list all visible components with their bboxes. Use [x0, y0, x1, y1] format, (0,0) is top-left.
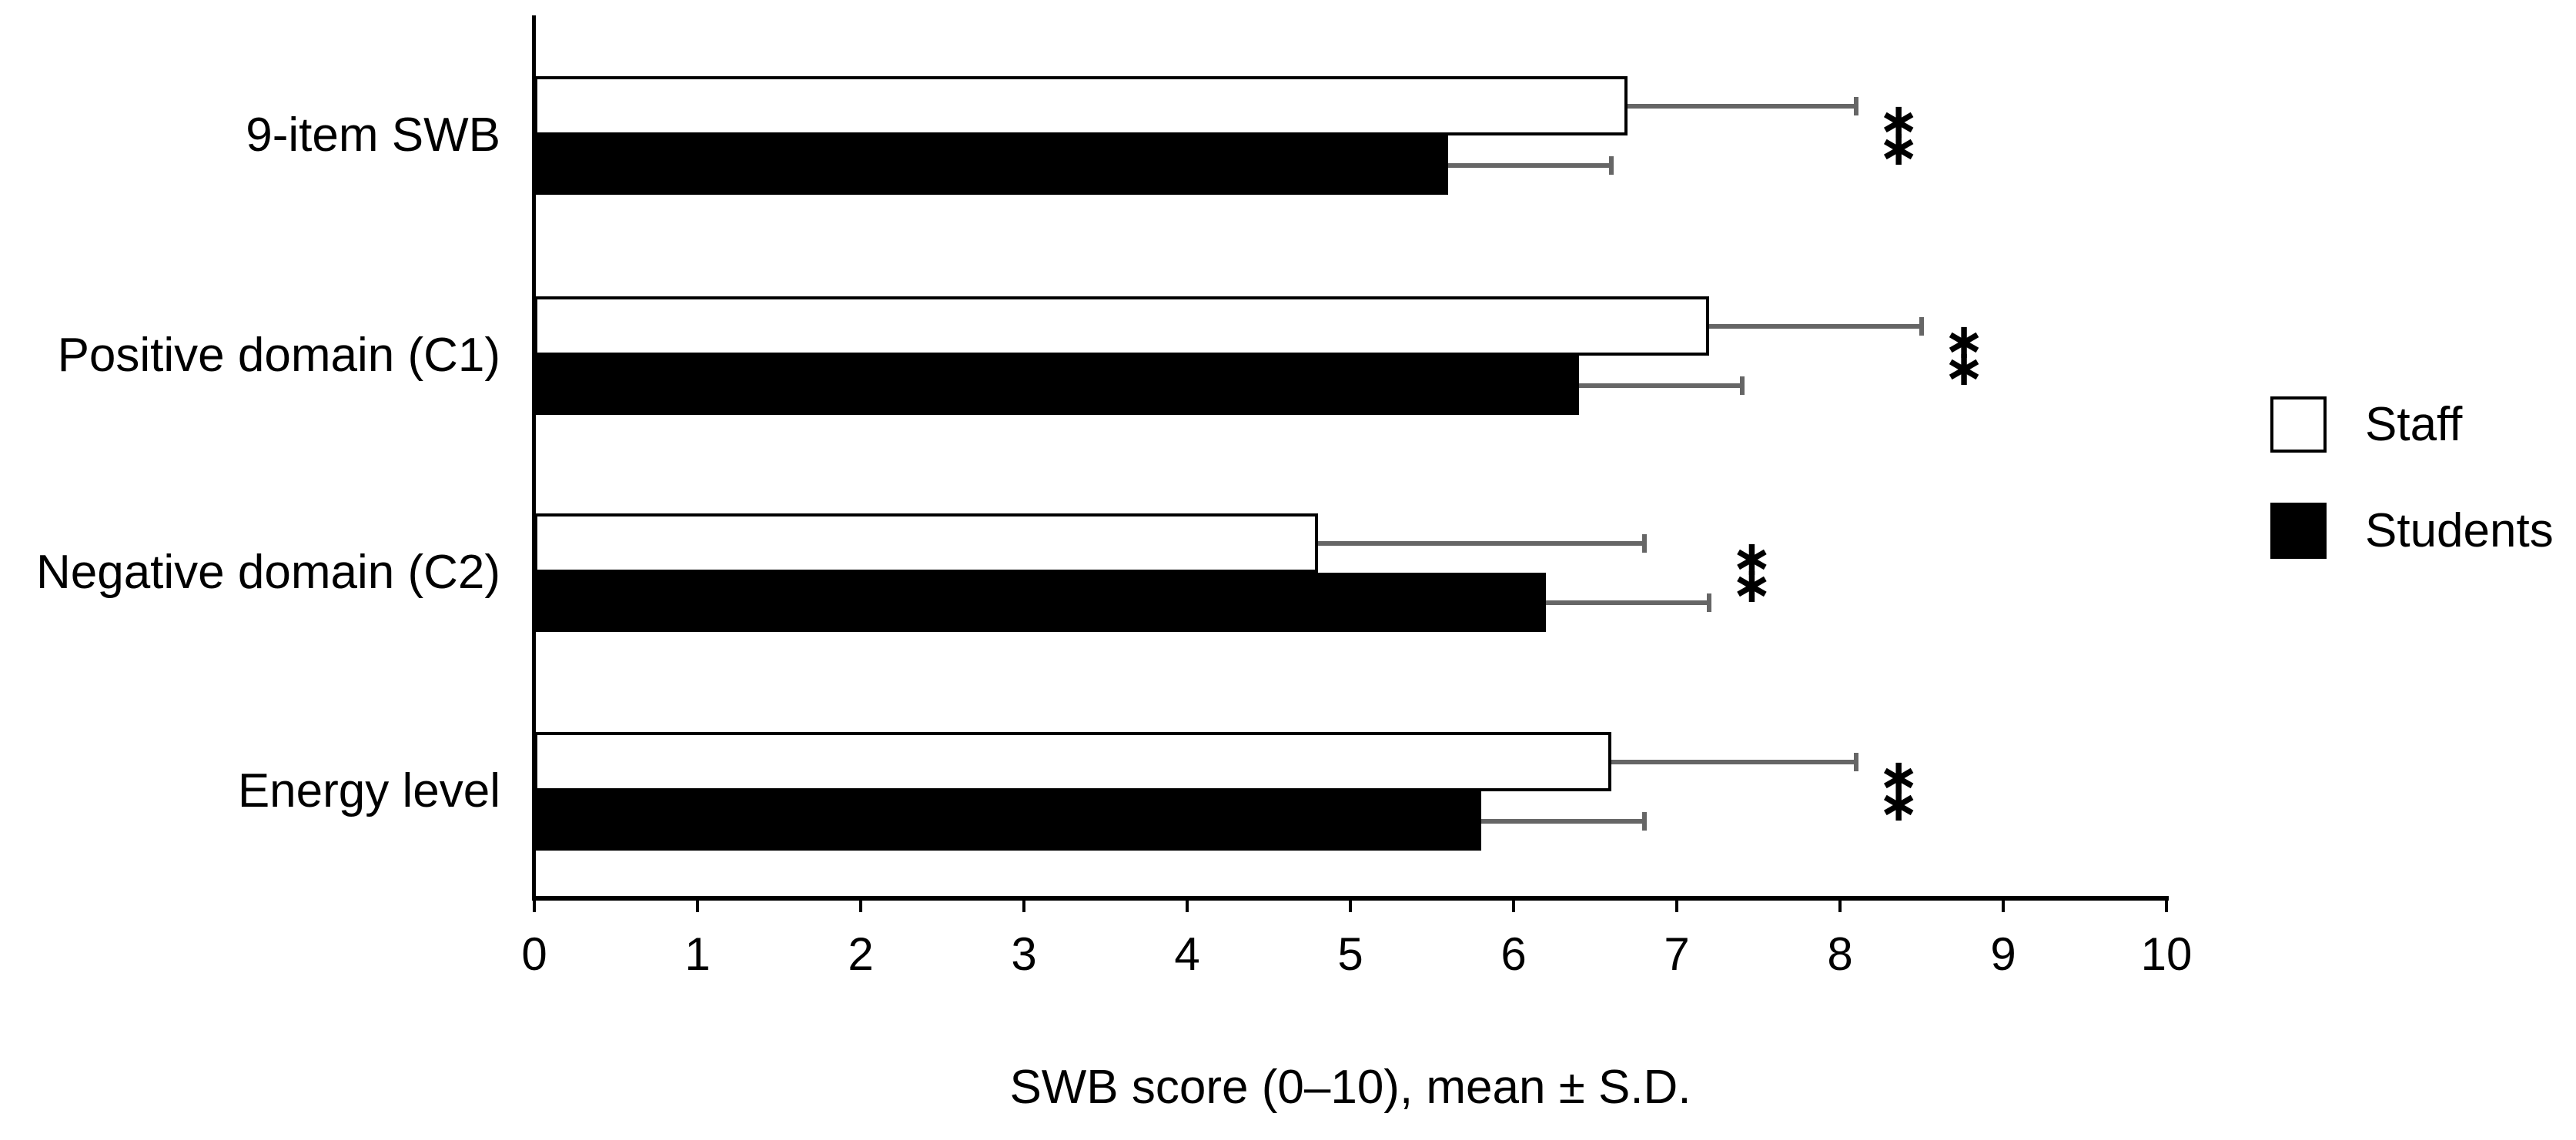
- x-axis-tick-mark: [533, 898, 536, 912]
- asterisk-glyph: ∗: [1878, 776, 1919, 833]
- error-bar-line-students: [1480, 818, 1644, 824]
- x-axis-tick-mark: [1186, 898, 1189, 912]
- category-label: Negative domain (C2): [35, 546, 500, 599]
- x-axis-tick-mark: [1349, 898, 1352, 912]
- x-axis-tick-mark: [1022, 898, 1025, 912]
- x-axis-tick-mark: [696, 898, 699, 912]
- x-axis-tick-label: 1: [684, 928, 711, 980]
- x-axis-tick-mark: [1675, 898, 1678, 912]
- bar-students: [534, 135, 1449, 195]
- legend-swatch-students: [2270, 503, 2327, 559]
- legend-swatch-staff: [2270, 396, 2327, 453]
- asterisk-glyph: ∗: [1878, 120, 1919, 177]
- bar-students: [534, 573, 1547, 632]
- error-bar-line-students: [1448, 162, 1612, 168]
- significance-marker: ∗ ∗: [1873, 97, 1924, 177]
- error-bar-cap-staff: [1854, 96, 1859, 115]
- significance-marker: ∗ ∗: [1726, 534, 1777, 614]
- error-bar-line-staff: [1317, 540, 1644, 546]
- error-bar-cap-students: [1707, 593, 1712, 612]
- error-bar-line-staff: [1611, 759, 1857, 764]
- error-bar-cap-students: [1739, 376, 1745, 395]
- category-label: Positive domain (C1): [57, 329, 500, 382]
- error-bar-line-students: [1546, 600, 1710, 605]
- asterisk-glyph: ∗: [1943, 340, 1985, 397]
- significance-marker: ∗ ∗: [1939, 317, 1989, 397]
- y-axis-line: [532, 15, 536, 898]
- error-bar-line-students: [1578, 383, 1742, 388]
- error-bar-cap-staff: [1919, 316, 1924, 336]
- x-axis-tick-mark: [1838, 898, 1842, 912]
- x-axis-tick-label: 7: [1664, 928, 1690, 980]
- x-axis-title: SWB score (0–10), mean ± S.D.: [1009, 1061, 1691, 1114]
- error-bar-cap-students: [1641, 811, 1647, 831]
- x-axis-tick-label: 3: [1011, 928, 1037, 980]
- x-axis-tick-mark: [2165, 898, 2168, 912]
- bar-students: [534, 356, 1579, 415]
- category-label: Energy level: [237, 764, 500, 817]
- legend-label: Students: [2365, 504, 2554, 557]
- legend-label: Staff: [2365, 398, 2463, 451]
- bar-staff: [534, 76, 1628, 135]
- x-axis-tick-label: 6: [1500, 928, 1527, 980]
- error-bar-cap-staff: [1854, 752, 1859, 771]
- x-axis-tick-label: 8: [1827, 928, 1853, 980]
- x-axis-tick-label: 4: [1174, 928, 1200, 980]
- x-axis-tick-mark: [2002, 898, 2005, 912]
- x-axis-tick-mark: [859, 898, 862, 912]
- x-axis-tick-label: 10: [2140, 928, 2193, 980]
- error-bar-cap-staff: [1641, 533, 1647, 553]
- x-axis-tick-label: 2: [848, 928, 874, 980]
- error-bar-line-staff: [1709, 323, 1922, 329]
- bar-staff: [534, 732, 1612, 791]
- x-axis-tick-label: 0: [521, 928, 547, 980]
- bar-staff: [534, 513, 1318, 573]
- x-axis-tick-label: 9: [1990, 928, 2016, 980]
- asterisk-glyph: ∗: [1731, 557, 1773, 614]
- significance-marker: ∗ ∗: [1873, 753, 1924, 833]
- x-axis-tick-mark: [1512, 898, 1515, 912]
- bar-staff: [534, 296, 1710, 356]
- category-label: 9-item SWB: [246, 109, 500, 162]
- error-bar-cap-students: [1609, 155, 1614, 175]
- x-axis-tick-label: 5: [1337, 928, 1363, 980]
- error-bar-line-staff: [1628, 103, 1857, 109]
- bar-students: [534, 791, 1481, 851]
